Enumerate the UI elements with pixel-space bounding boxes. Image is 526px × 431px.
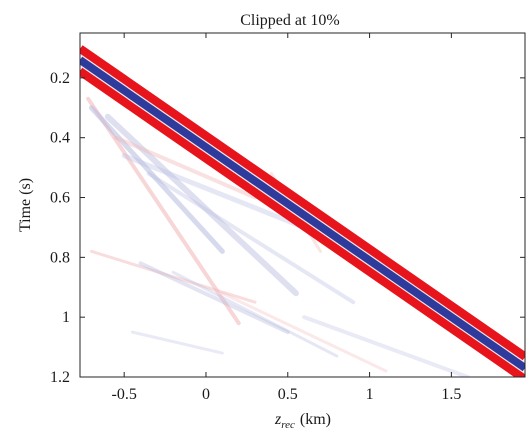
- x-tick-label: 1.5: [441, 386, 461, 403]
- x-axis-subscript: rec: [281, 419, 295, 431]
- y-axis-label: Time (s): [17, 178, 34, 232]
- y-tick-label: 0.8: [50, 249, 70, 266]
- faint-event-stripe: [86, 96, 241, 326]
- faint-event-stripe: [104, 113, 299, 297]
- x-axis-unit: (km): [300, 411, 331, 428]
- x-tick-label: 1: [366, 386, 374, 403]
- faint-event-stripe: [171, 270, 339, 358]
- y-tick-label: 0.6: [50, 190, 70, 207]
- main-event-band: [80, 67, 525, 377]
- y-tick-label: 1: [62, 309, 70, 326]
- main-event-band: [80, 45, 525, 361]
- main-event-separator: [80, 64, 525, 375]
- x-axis-ticks: -0.5 0 0.5 1 1.5: [112, 33, 461, 403]
- faint-event-stripe: [302, 315, 470, 377]
- y-tick-label: 0.4: [50, 130, 70, 147]
- x-axis-symbol: z: [274, 411, 282, 428]
- chart-title: Clipped at 10%: [240, 12, 340, 29]
- faint-event-stripe: [113, 135, 258, 200]
- faint-event-stripe: [88, 105, 225, 254]
- x-tick-label: 0.5: [278, 386, 298, 403]
- faint-event-stripe: [89, 249, 257, 304]
- faint-event-stripe: [146, 171, 356, 305]
- x-tick-label: 0: [202, 386, 210, 403]
- x-axis-label: zrec (km): [274, 411, 331, 431]
- faint-event-stripe: [121, 153, 307, 230]
- faint-event-stripe: [220, 291, 388, 373]
- y-tick-label: 0.2: [50, 70, 70, 87]
- seismic-image: [80, 33, 525, 377]
- x-tick-label: -0.5: [112, 386, 137, 403]
- main-event-layer: [80, 45, 525, 377]
- plot-frame: [79, 32, 526, 378]
- main-event-band: [80, 55, 525, 373]
- y-axis-ticks: 0.2 0.4 0.6 0.8 1 1.2: [50, 70, 525, 386]
- main-event-separator: [80, 53, 525, 364]
- y-tick-label: 1.2: [50, 369, 70, 386]
- faint-event-stripe: [138, 261, 290, 335]
- faint-event-stripe: [130, 330, 224, 355]
